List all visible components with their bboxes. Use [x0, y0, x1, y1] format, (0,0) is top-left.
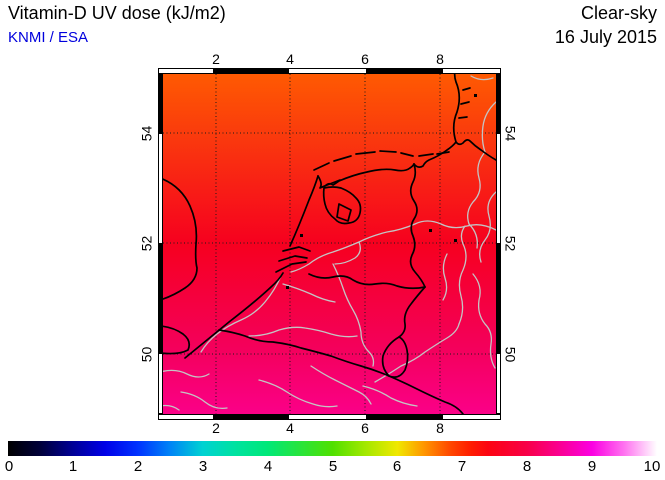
- lon-tick-label-bottom: 4: [286, 420, 294, 436]
- lon-tick-label-bottom: 2: [212, 420, 220, 436]
- lat-tick-label-right: 52: [502, 235, 519, 252]
- lon-tick-label-bottom: 8: [436, 420, 444, 436]
- colorbar-tick-label: 3: [198, 458, 208, 475]
- condition-label: Clear-sky: [580, 3, 657, 23]
- lon-tick-label-top: 8: [436, 51, 444, 67]
- source-credit: KNMI / ESA: [8, 29, 89, 46]
- rivers-and-region-borders: [163, 75, 496, 411]
- map-frame-left: [158, 74, 163, 414]
- city-marks: [286, 94, 477, 289]
- lon-tick-label-top: 6: [361, 51, 369, 67]
- lon-tick-label-top: 4: [286, 51, 294, 67]
- map-frame-right: [496, 74, 501, 414]
- map-area: [163, 74, 496, 414]
- colorbar-tick-label: 2: [133, 458, 143, 475]
- coastlines-and-borders: [163, 74, 496, 414]
- coastline-layer: [163, 74, 496, 414]
- colorbar-tick-label: 8: [522, 458, 532, 475]
- colorbar-tick-label: 5: [328, 458, 338, 475]
- colorbar-tick-label: 6: [392, 458, 402, 475]
- lat-tick-label-left: 52: [138, 235, 155, 252]
- map-frame-top: [158, 68, 501, 74]
- lat-tick-label-left: 50: [138, 346, 155, 363]
- lat-tick-label-right: 50: [502, 346, 519, 363]
- date-label: 16 July 2015: [554, 27, 657, 47]
- lat-tick-label-left: 54: [138, 125, 155, 142]
- lon-tick-label-top: 2: [212, 51, 220, 67]
- colorbar-tick-label: 0: [4, 458, 14, 475]
- lat-tick-label-right: 54: [502, 125, 519, 142]
- graticule-gridlines: [163, 74, 496, 414]
- page-title: Vitamin-D UV dose (kJ/m2): [8, 3, 226, 23]
- colorbar-tick-label: 4: [263, 458, 273, 475]
- colorbar: [8, 441, 657, 456]
- colorbar-tick-label: 7: [457, 458, 467, 475]
- map-frame-bottom: [158, 414, 501, 420]
- colorbar-tick-label: 10: [643, 458, 661, 475]
- lon-tick-label-bottom: 6: [361, 420, 369, 436]
- colorbar-tick-label: 1: [68, 458, 78, 475]
- colorbar-tick-label: 9: [587, 458, 597, 475]
